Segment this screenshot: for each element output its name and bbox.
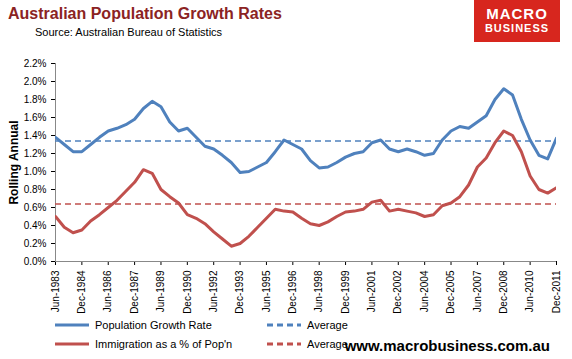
svg-text:0.4%: 0.4% [24,220,47,231]
svg-text:1.0%: 1.0% [24,166,47,177]
svg-text:Dec-1996: Dec-1996 [287,270,298,314]
svg-text:Dec-1999: Dec-1999 [340,270,351,314]
svg-text:2.2%: 2.2% [24,58,47,69]
svg-text:Dec-1987: Dec-1987 [129,270,140,314]
svg-text:Dec-2008: Dec-2008 [498,270,509,314]
svg-text:Rolling Annual: Rolling Annual [7,120,21,204]
svg-text:0.2%: 0.2% [24,238,47,249]
html-text:Australian Population Growth R: Australian Population Growth Rates [8,5,282,22]
svg-text:2.0%: 2.0% [24,76,47,87]
svg-text:1.2%: 1.2% [24,148,47,159]
html-text:Population Growth Rate: Population Growth Rate [95,319,212,331]
svg-text:0.8%: 0.8% [24,184,47,195]
svg-text:Jun-1998: Jun-1998 [313,270,324,312]
svg-text:Dec-2002: Dec-2002 [392,270,403,314]
html-text:Immigration as a % of Pop'n: Immigration as a % of Pop'n [95,338,233,350]
html-text:BUSINESS: BUSINESS [484,22,550,34]
svg-text:0.6%: 0.6% [24,202,47,213]
html-text:Source: Australian Bureau of S: Source: Australian Bureau of Statistics [35,26,223,38]
svg-text:Dec-1990: Dec-1990 [182,270,193,314]
svg-text:Jun-1983: Jun-1983 [50,270,61,312]
svg-text:Dec-2011: Dec-2011 [551,270,562,313]
svg-text:Dec-1984: Dec-1984 [76,270,87,314]
svg-text:1.8%: 1.8% [24,94,47,105]
html-text:Average: Average [307,338,348,350]
html-text:Average: Average [307,319,348,331]
svg-text:0.0%: 0.0% [24,256,47,267]
html-text:MACRO: MACRO [486,5,548,22]
svg-text:Jun-1989: Jun-1989 [155,270,166,312]
svg-text:Jun-2004: Jun-2004 [419,270,430,312]
svg-text:Jun-2007: Jun-2007 [472,270,483,312]
svg-text:Jun-1992: Jun-1992 [208,270,219,312]
svg-text:1.6%: 1.6% [24,112,47,123]
html-text:www.macrobusiness.com.au: www.macrobusiness.com.au [344,337,550,354]
svg-text:Jun-2001: Jun-2001 [366,270,377,312]
svg-text:Jun-1995: Jun-1995 [261,270,272,312]
svg-text:Dec-2005: Dec-2005 [445,270,456,314]
svg-text:Jun-1986: Jun-1986 [102,270,113,312]
svg-text:1.4%: 1.4% [24,130,47,141]
svg-text:Jun-2010: Jun-2010 [524,270,535,312]
svg-text:Dec-1993: Dec-1993 [234,270,245,314]
